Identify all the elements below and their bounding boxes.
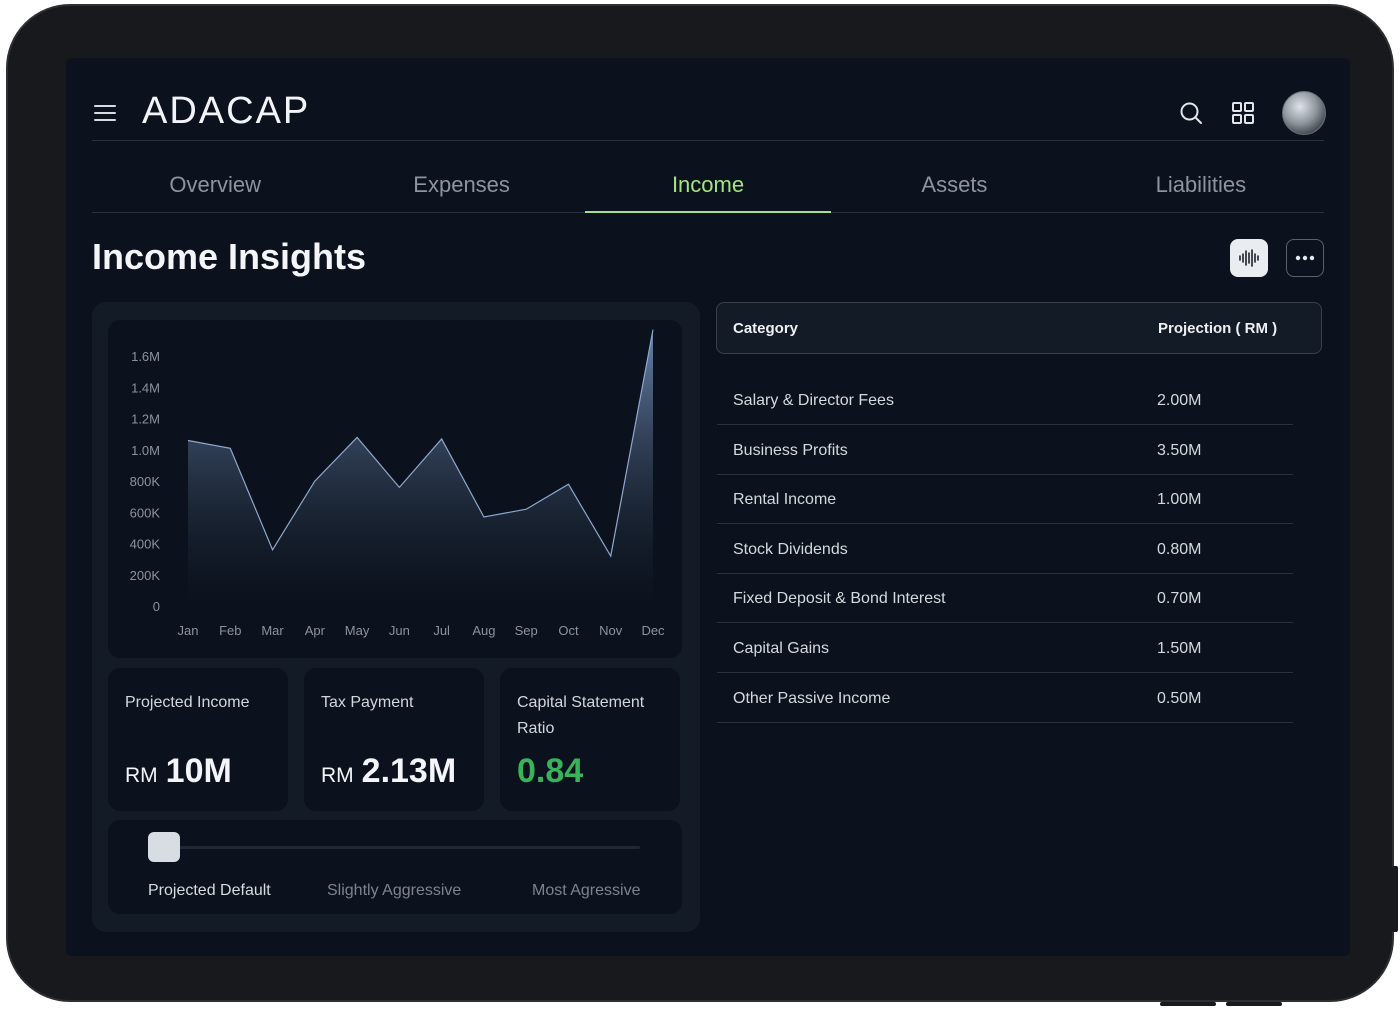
tab-bar: Overview Expenses Income Assets Liabilities — [92, 158, 1324, 213]
table-row[interactable]: Fixed Deposit & Bond Interest 0.70M — [717, 572, 1293, 624]
row-projection: 0.80M — [1157, 540, 1202, 558]
device-button — [1160, 1002, 1216, 1006]
row-projection: 0.70M — [1157, 590, 1202, 608]
y-tick-label: 200K — [130, 568, 161, 583]
row-projection: 1.00M — [1157, 491, 1202, 509]
y-tick-label: 400K — [130, 537, 161, 552]
tab-expenses[interactable]: Expenses — [413, 172, 510, 197]
table-row[interactable]: Stock Dividends 0.80M — [717, 523, 1293, 574]
stat-tax-payment: Tax Payment RM 2.13M — [304, 668, 484, 811]
table-row[interactable]: Other Passive Income 0.50M — [717, 672, 1293, 723]
more-button[interactable] — [1286, 239, 1324, 277]
tab-income[interactable]: Income — [584, 158, 832, 213]
tab-overview[interactable]: Overview — [169, 172, 262, 197]
x-tick-label: May — [345, 623, 370, 638]
tab-liabilities[interactable]: Liabilities — [1155, 172, 1247, 197]
x-tick-label: Jun — [389, 623, 410, 638]
row-projection: 1.50M — [1157, 640, 1202, 657]
menu-icon[interactable] — [94, 105, 116, 121]
table-row[interactable]: Capital Gains 1.50M — [717, 622, 1293, 673]
insights-panel: 1.6M 1.4M 1.2M 1.0M 800K 600K 400K 200K 0 Jan Feb M… — [92, 302, 700, 932]
x-tick-label: Mar — [261, 623, 284, 638]
row-category: Salary & Director Fees — [733, 392, 894, 409]
slider-track[interactable] — [164, 846, 640, 849]
app-screen: ADACAP Overview Expenses Income Assets Liabi… — [66, 58, 1350, 956]
tab-assets[interactable]: Assets — [921, 172, 988, 197]
stat-label: Capital Statement Ratio — [517, 694, 645, 737]
device-side-button — [1392, 866, 1398, 932]
y-tick-label: 1.2M — [131, 412, 160, 427]
projection-slider: Projected Default Slightly Aggressive Mo… — [108, 820, 682, 914]
waveform-button[interactable] — [1230, 239, 1268, 277]
stat-label: Tax Payment — [321, 694, 414, 711]
y-tick-label: 600K — [130, 505, 161, 520]
row-category: Fixed Deposit & Bond Interest — [733, 590, 946, 608]
stat-capital-ratio: Capital Statement Ratio 0.84 — [500, 668, 680, 811]
income-line — [187, 329, 654, 558]
row-projection: 0.50M — [1157, 689, 1202, 707]
grid-icon[interactable] — [1230, 100, 1256, 126]
x-tick-label: Jul — [433, 623, 450, 638]
y-tick-label: 1.0M — [131, 443, 160, 458]
y-tick-label: 1.6M — [131, 349, 160, 364]
row-category: Capital Gains — [733, 640, 830, 657]
app-logo[interactable]: ADACAP — [142, 90, 311, 132]
row-category: Other Passive Income — [733, 689, 891, 707]
tablet-frame: ADACAP Overview Expenses Income Assets Liabi… — [6, 4, 1394, 1002]
x-tick-label: Jan — [178, 623, 199, 638]
stat-value: RM 10M — [125, 752, 232, 790]
income-area-chart: 1.6M 1.4M 1.2M 1.0M 800K 600K 400K 200K 0 Jan Feb M… — [130, 329, 665, 638]
y-tick-label: 0 — [153, 599, 160, 614]
slider-thumb[interactable] — [148, 832, 180, 862]
table-row[interactable]: Salary & Director Fees 2.00M — [717, 374, 1293, 425]
income-chart: 1.6M 1.4M 1.2M 1.0M 800K 600K 400K 200K 0 Jan Feb M… — [108, 320, 682, 658]
more-icon — [1295, 255, 1315, 261]
column-header-projection[interactable]: Projection ( RM ) — [1158, 320, 1278, 337]
column-header-category[interactable]: Category — [733, 320, 799, 337]
search-icon[interactable] — [1178, 100, 1204, 126]
x-tick-label: Oct — [558, 623, 579, 638]
y-tick-label: 800K — [130, 474, 161, 489]
page-title: Income Insights — [92, 236, 367, 277]
y-tick-label: 1.4M — [131, 380, 160, 395]
x-tick-label: Aug — [472, 623, 495, 638]
income-area — [188, 329, 653, 606]
stat-value: 0.84 — [517, 752, 584, 790]
waveform-icon — [1239, 249, 1259, 267]
row-projection: 3.50M — [1157, 441, 1202, 459]
row-category: Stock Dividends — [733, 540, 848, 558]
avatar[interactable] — [1282, 91, 1326, 135]
device-button — [1226, 1002, 1282, 1006]
x-tick-label: Feb — [219, 623, 241, 638]
row-projection: 2.00M — [1157, 392, 1202, 409]
stat-value: RM 2.13M — [321, 752, 457, 790]
header-divider — [92, 140, 1324, 141]
header-actions — [1178, 90, 1326, 136]
x-tick-label: Nov — [599, 623, 623, 638]
row-category: Rental Income — [733, 491, 837, 509]
table-row[interactable]: Business Profits 3.50M — [717, 424, 1293, 475]
x-tick-label: Dec — [641, 623, 665, 638]
x-tick-label: Sep — [515, 623, 538, 638]
slider-option-default[interactable]: Projected Default — [148, 882, 271, 899]
x-tick-label: Apr — [305, 623, 326, 638]
slider-option-most-aggressive[interactable]: Most Agressive — [532, 882, 641, 899]
stat-label: Projected Income — [125, 694, 250, 711]
table-row[interactable]: Rental Income 1.00M — [717, 473, 1293, 525]
row-category: Business Profits — [733, 441, 848, 459]
slider-option-slightly-aggressive[interactable]: Slightly Aggressive — [327, 882, 462, 899]
stat-projected-income: Projected Income RM 10M — [108, 668, 288, 811]
table-header: Category Projection ( RM ) — [716, 302, 1322, 354]
